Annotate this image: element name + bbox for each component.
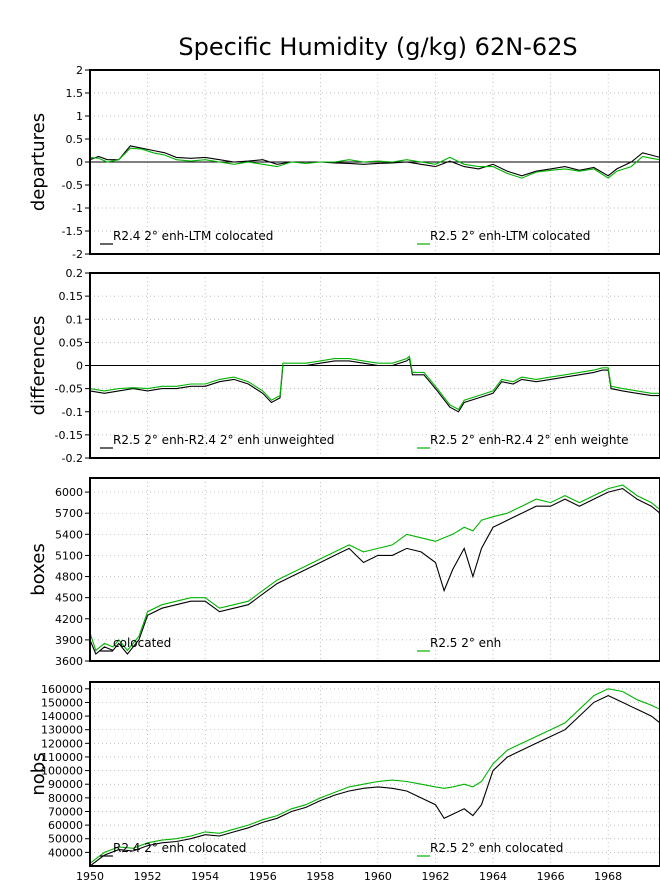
y-tick-label: 70000 <box>48 805 83 818</box>
y-tick-label: 150000 <box>41 696 83 709</box>
series-line-r24 <box>89 488 660 655</box>
series-line-r25 <box>89 688 660 864</box>
y-tick-label: 5100 <box>55 549 83 562</box>
y-tick-label: 4800 <box>55 571 83 584</box>
y-tick-label: 6000 <box>55 486 83 499</box>
y-tick-label: 60000 <box>48 819 83 832</box>
y-tick-label: 90000 <box>48 778 83 791</box>
x-tick-label: 1964 <box>479 870 507 880</box>
y-axis-label: departures <box>28 113 49 211</box>
panel-frame <box>89 69 660 255</box>
y-tick-label: 0.5 <box>66 133 84 146</box>
y-tick-label: 100000 <box>41 765 83 778</box>
y-tick-label: -1 <box>72 202 83 215</box>
y-tick-label: 50000 <box>48 833 83 846</box>
series-line-r24 <box>89 145 660 177</box>
y-tick-label: 1 <box>76 110 83 123</box>
panel-1: 0.2 0.15 0.1 0.05 0 -0.05 -0.1 -0.15 -0.2 differe… <box>28 267 660 465</box>
y-tick-label: 0.2 <box>66 267 84 280</box>
y-axis-label: differences <box>28 316 49 416</box>
legend-label: R2.5 2° enh <box>430 636 501 650</box>
y-tick-label: -0.15 <box>55 429 83 442</box>
panel-frame <box>89 477 660 662</box>
x-tick-label: 1950 <box>76 870 104 880</box>
y-tick-label: -0.1 <box>62 406 83 419</box>
x-tick-label: 1952 <box>134 870 162 880</box>
y-tick-label: 0 <box>76 156 83 169</box>
series-line-r24 <box>89 694 660 867</box>
y-tick-label: -0.05 <box>55 383 83 396</box>
x-tick-label: 1962 <box>421 870 449 880</box>
x-tick-label: 1954 <box>191 870 219 880</box>
y-tick-label: 130000 <box>41 724 83 737</box>
y-tick-label: 2 <box>76 64 83 77</box>
legend-label: R2.4 2° enh-LTM colocated <box>113 229 273 243</box>
y-tick-label: 0 <box>76 360 83 373</box>
x-tick-label: 1956 <box>249 870 277 880</box>
x-tick-label: 1968 <box>594 870 622 880</box>
panel-0: 2 1.5 1 0.5 0 -0.5 -1 -1.5 -2 departures R2.4 2° e… <box>28 64 660 261</box>
y-tick-label: 0.05 <box>59 336 84 349</box>
legend-label: R2.4 2° enh colocated <box>113 841 246 855</box>
panels: 2 1.5 1 0.5 0 -0.5 -1 -1.5 -2 departures R2.4 2° e… <box>28 64 660 880</box>
y-tick-label: -0.2 <box>62 452 83 465</box>
panel-frame <box>89 681 660 867</box>
y-tick-label: 5400 <box>55 528 83 541</box>
y-tick-label: 110000 <box>41 751 83 764</box>
y-tick-label: 3600 <box>55 655 83 668</box>
chart-title: Specific Humidity (g/kg) 62N-62S <box>178 33 577 61</box>
legend-label: R2.5 2° enh-R2.4 2° enh unweighted <box>113 433 334 447</box>
y-tick-label: 160000 <box>41 683 83 696</box>
y-tick-label: 140000 <box>41 710 83 723</box>
x-tick-label: 1960 <box>364 870 392 880</box>
series-line-r25 <box>89 355 660 411</box>
y-tick-label: -0.5 <box>62 179 83 192</box>
legend-label: colocated <box>113 636 171 650</box>
y-axis-label: boxes <box>28 543 49 595</box>
y-tick-label: 0.15 <box>59 290 84 303</box>
y-tick-label: 4200 <box>55 613 83 626</box>
y-tick-label: 120000 <box>41 737 83 750</box>
y-tick-label: 0.1 <box>66 313 84 326</box>
y-tick-label: 80000 <box>48 792 83 805</box>
legend-label: R2.5 2° enh-LTM colocated <box>430 229 590 243</box>
legend-label: R2.5 2° enh-R2.4 2° enh weighte <box>430 433 629 447</box>
y-tick-label: 3900 <box>55 634 83 647</box>
x-tick-label: 1966 <box>537 870 565 880</box>
y-tick-label: 5700 <box>55 507 83 520</box>
series-line-r24 <box>89 357 660 413</box>
y-tick-label: 1.5 <box>66 87 84 100</box>
legend-label: R2.5 2° enh colocated <box>430 841 563 855</box>
panel-2: 6000 5700 5400 5100 4800 4500 4200 3900 3600 boxe… <box>28 477 660 668</box>
y-tick-label: 40000 <box>48 846 83 859</box>
panel-frame <box>89 272 660 459</box>
y-tick-label: 4500 <box>55 592 83 605</box>
y-tick-label: -1.5 <box>62 225 83 238</box>
series-line-r25 <box>89 484 660 652</box>
y-tick-label: -2 <box>72 248 83 261</box>
series-line-r25 <box>89 147 660 179</box>
y-axis-label: nobs <box>28 752 49 795</box>
x-tick-label: 1958 <box>306 870 334 880</box>
panel-3: 1600001500001400001300001200001100001000… <box>28 681 660 867</box>
